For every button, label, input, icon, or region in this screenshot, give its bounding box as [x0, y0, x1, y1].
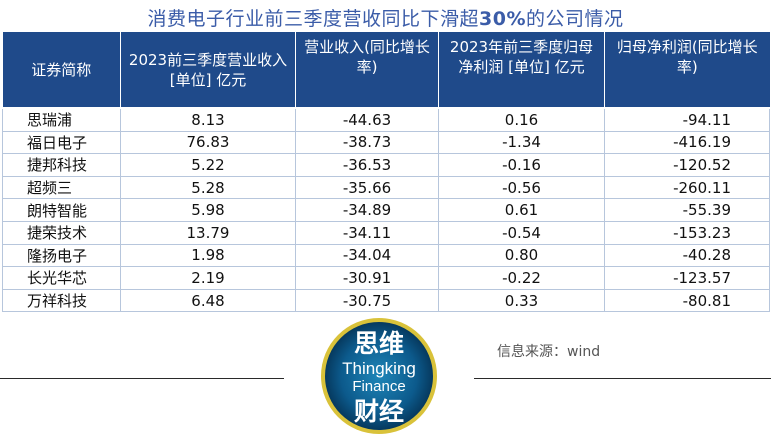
logo-disc — [325, 322, 433, 430]
table-header-row: 证券简称 2023前三季度营业收入[单位] 亿元 营业收入(同比增长率) 202… — [2, 32, 770, 109]
cell-revenue: 13.79 — [120, 220, 296, 245]
cell-revenue-growth: -34.11 — [295, 220, 439, 245]
cell-revenue-growth: -34.89 — [295, 198, 439, 222]
table-row: 朗特智能 5.98 -34.89 0.61 -55.39 — [2, 198, 770, 222]
title-prefix: 消费电子行业前三季度营收同比下滑超 — [147, 8, 479, 30]
header-revenue-growth: 营业收入(同比增长率) — [295, 32, 439, 109]
company-table: 证券简称 2023前三季度营业收入[单位] 亿元 营业收入(同比增长率) 202… — [2, 32, 770, 313]
cell-net-profit-growth: -416.19 — [604, 130, 770, 155]
divider-left — [0, 378, 284, 379]
cell-stock-name: 捷荣技术 — [2, 220, 121, 245]
cell-revenue-growth: -30.91 — [295, 266, 439, 290]
table-row: 思瑞浦 8.13 -44.63 0.16 -94.11 — [2, 107, 770, 132]
cell-net-profit-growth: -80.81 — [604, 288, 770, 313]
cell-stock-name: 隆扬电子 — [2, 243, 121, 268]
logo-en-line2: Finance — [352, 378, 405, 395]
cell-revenue: 6.48 — [120, 288, 296, 313]
cell-net-profit-growth: -120.52 — [604, 153, 770, 177]
title-percent: 30% — [479, 8, 526, 30]
cell-net-profit-growth: -40.28 — [604, 243, 770, 268]
cell-revenue: 2.19 — [120, 266, 296, 290]
cell-revenue-growth: -44.63 — [295, 107, 439, 132]
cell-stock-name: 万祥科技 — [2, 288, 121, 313]
cell-stock-name: 长光华芯 — [2, 266, 121, 290]
cell-net-profit-growth: -260.11 — [604, 175, 770, 200]
cell-net-profit: 0.61 — [438, 198, 605, 222]
cell-net-profit-growth: -123.57 — [604, 266, 770, 290]
table-row: 超频三 5.28 -35.66 -0.56 -260.11 — [2, 175, 770, 200]
cell-revenue-growth: -30.75 — [295, 288, 439, 313]
table-row: 万祥科技 6.48 -30.75 0.33 -80.81 — [2, 288, 770, 313]
cell-revenue: 76.83 — [120, 130, 296, 155]
table-row: 捷荣技术 13.79 -34.11 -0.54 -153.23 — [2, 220, 770, 245]
cell-net-profit-growth: -153.23 — [604, 220, 770, 245]
thinking-finance-logo: 思维 Thingking Finance 财经 — [321, 318, 437, 434]
logo-en-line1: Thingking — [342, 359, 416, 378]
cell-net-profit: -0.54 — [438, 220, 605, 245]
cell-revenue: 5.28 — [120, 175, 296, 200]
cell-revenue: 8.13 — [120, 107, 296, 132]
divider-right — [474, 378, 771, 379]
cell-net-profit: 0.80 — [438, 243, 605, 268]
cell-net-profit: -0.16 — [438, 153, 605, 177]
table-row: 隆扬电子 1.98 -34.04 0.80 -40.28 — [2, 243, 770, 268]
source-note: 信息来源：wind — [497, 344, 601, 360]
logo-cn-bottom: 财经 — [354, 397, 404, 426]
header-net-profit-growth: 归母净利润(同比增长率) — [604, 32, 770, 109]
page-title: 消费电子行业前三季度营收同比下滑超30%的公司情况 — [0, 4, 771, 31]
cell-net-profit: 0.33 — [438, 288, 605, 313]
cell-stock-name: 朗特智能 — [2, 198, 121, 222]
cell-revenue-growth: -35.66 — [295, 175, 439, 200]
cell-net-profit: -1.34 — [438, 130, 605, 155]
cell-net-profit: -0.22 — [438, 266, 605, 290]
cell-stock-name: 福日电子 — [2, 130, 121, 155]
cell-revenue-growth: -36.53 — [295, 153, 439, 177]
table-row: 长光华芯 2.19 -30.91 -0.22 -123.57 — [2, 266, 770, 290]
cell-net-profit-growth: -55.39 — [604, 198, 770, 222]
cell-stock-name: 捷邦科技 — [2, 153, 121, 177]
cell-net-profit: 0.16 — [438, 107, 605, 132]
cell-revenue-growth: -38.73 — [295, 130, 439, 155]
cell-revenue: 1.98 — [120, 243, 296, 268]
title-suffix: 的公司情况 — [525, 8, 624, 30]
cell-stock-name: 超频三 — [2, 175, 121, 200]
header-net-profit: 2023年前三季度归母净利润 [单位] 亿元 — [438, 32, 605, 109]
cell-revenue: 5.22 — [120, 153, 296, 177]
header-stock-name: 证券简称 — [2, 32, 121, 109]
header-revenue: 2023前三季度营业收入[单位] 亿元 — [120, 32, 296, 109]
cell-stock-name: 思瑞浦 — [2, 107, 121, 132]
cell-net-profit-growth: -94.11 — [604, 107, 770, 132]
table-row: 捷邦科技 5.22 -36.53 -0.16 -120.52 — [2, 153, 770, 177]
cell-net-profit: -0.56 — [438, 175, 605, 200]
logo-cn-top: 思维 — [354, 329, 404, 358]
cell-revenue: 5.98 — [120, 198, 296, 222]
table-row: 福日电子 76.83 -38.73 -1.34 -416.19 — [2, 130, 770, 155]
cell-revenue-growth: -34.04 — [295, 243, 439, 268]
